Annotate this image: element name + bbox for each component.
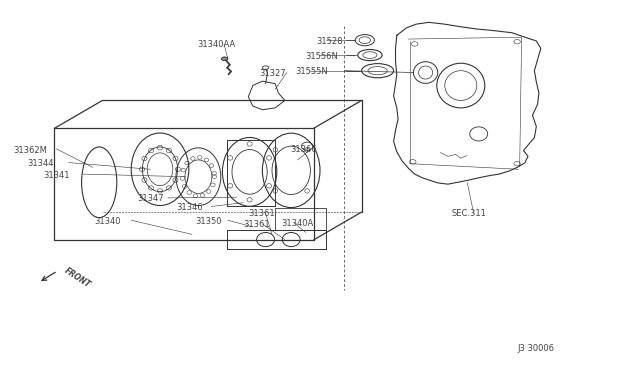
Text: 31528: 31528 xyxy=(316,37,342,46)
Text: FRONT: FRONT xyxy=(63,266,92,289)
Text: 31556N: 31556N xyxy=(305,52,338,61)
Text: 31361: 31361 xyxy=(243,220,270,229)
Text: 31366: 31366 xyxy=(290,145,317,154)
Text: 31346: 31346 xyxy=(176,203,203,212)
Text: J3 30006: J3 30006 xyxy=(517,344,554,353)
Text: 31340: 31340 xyxy=(95,217,121,226)
Text: SEC.311: SEC.311 xyxy=(451,209,486,218)
Text: 31350: 31350 xyxy=(195,217,221,226)
Text: 31362M: 31362M xyxy=(13,146,47,155)
Text: 31361: 31361 xyxy=(248,209,275,218)
Text: 31341: 31341 xyxy=(43,171,69,180)
Text: 31340AA: 31340AA xyxy=(197,40,236,49)
Text: 31347: 31347 xyxy=(138,194,164,203)
Ellipse shape xyxy=(221,57,228,61)
Text: 31340A: 31340A xyxy=(282,219,314,228)
Text: 31327: 31327 xyxy=(259,69,286,78)
Text: 31344: 31344 xyxy=(27,159,53,168)
Text: 31555N: 31555N xyxy=(296,67,328,76)
